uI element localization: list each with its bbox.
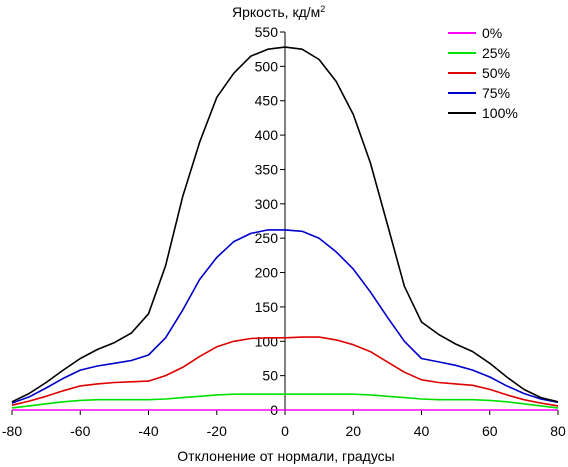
y-tick-label: 100 <box>255 333 279 349</box>
x-tick-label: 40 <box>414 423 430 439</box>
series-line-75pct <box>11 229 559 404</box>
legend-label: 100% <box>482 105 518 121</box>
series-line-100pct <box>11 46 559 403</box>
legend-label: 50% <box>482 65 510 81</box>
y-tick-label: 300 <box>255 196 279 212</box>
legend-label: 25% <box>482 45 510 61</box>
y-tick-label: 500 <box>255 58 279 74</box>
y-tick-label: 200 <box>255 265 279 281</box>
series-line-25pct <box>11 393 559 409</box>
x-tick-labels: -80 -60 -40 -20 0 20 40 60 80 <box>2 423 566 439</box>
axes <box>11 31 559 415</box>
x-tick-label: 0 <box>281 423 289 439</box>
x-tick-label: -40 <box>138 423 158 439</box>
y-tick-label: 350 <box>255 161 279 177</box>
y-tick-label: 50 <box>262 368 278 384</box>
x-tick-label: -20 <box>207 423 227 439</box>
x-tick-label: 80 <box>550 423 566 439</box>
x-tick-label: 60 <box>482 423 498 439</box>
y-axis-title-superscript: 2 <box>320 4 325 14</box>
legend-label: 0% <box>482 25 502 41</box>
x-tick-label: -80 <box>2 423 22 439</box>
y-tick-label: 250 <box>255 230 279 246</box>
y-tick-label: 400 <box>255 127 279 143</box>
y-tick-label: 150 <box>255 299 279 315</box>
legend: 0% 25% 50% 75% 100% <box>448 25 518 121</box>
y-tick-label: 450 <box>255 93 279 109</box>
y-tick-label: 550 <box>255 24 279 40</box>
series-lines <box>11 46 559 411</box>
y-axis-title-text: Яркость, кд/м2 <box>232 4 325 20</box>
legend-label: 75% <box>482 85 510 101</box>
x-tick-label: -60 <box>70 423 90 439</box>
x-axis-title: Отклонение от нормали, градусы <box>177 448 394 464</box>
x-tick-label: 20 <box>345 423 361 439</box>
series-line-50pct <box>11 336 559 407</box>
y-axis-title: Яркость, кд/м2 <box>232 4 325 20</box>
